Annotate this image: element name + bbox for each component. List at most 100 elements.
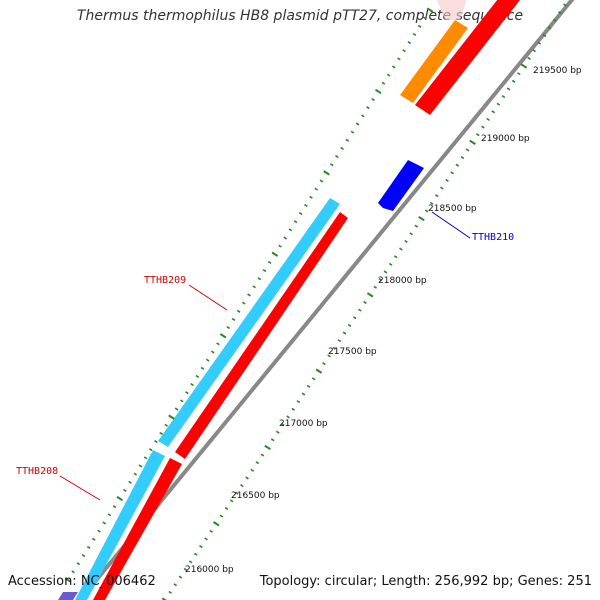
gene-feature-bar (437, 0, 467, 20)
minor-tick (386, 73, 391, 77)
minor-tick (123, 488, 127, 492)
minor-tick (404, 239, 408, 243)
minor-tick (327, 354, 331, 358)
gene-label-tthb210[interactable]: TTHB210 (472, 232, 514, 243)
minor-tick (267, 260, 272, 264)
gene-labels: TTHB208 TTHB209 TTHB210 (16, 211, 514, 501)
minor-tick (281, 423, 285, 427)
minor-tick (407, 41, 412, 45)
minor-tick (193, 552, 198, 556)
minor-tick (465, 148, 470, 152)
minor-tick (262, 269, 267, 273)
minor-tick (288, 228, 293, 232)
gene-leader-line (431, 211, 471, 239)
minor-tick (347, 323, 352, 327)
gene-label-tthb209[interactable]: TTHB209 (144, 275, 186, 286)
tick-label: 216000 bp (185, 565, 234, 575)
minor-tick (460, 156, 465, 160)
minor-tick (373, 285, 378, 289)
minor-tick (283, 236, 288, 240)
major-tick (323, 170, 330, 176)
gene-feature-bar[interactable] (75, 450, 165, 600)
minor-tick (378, 278, 383, 282)
minor-tick (133, 472, 138, 476)
major-tick (271, 251, 279, 257)
minor-tick (445, 178, 449, 182)
gene-leader-line (188, 284, 228, 311)
minor-tick (278, 244, 282, 248)
forward-cds-arrow[interactable] (415, 0, 520, 115)
minor-tick (337, 339, 342, 343)
partial-feature-bar (58, 592, 78, 600)
minor-tick (247, 293, 251, 297)
minor-tick (383, 270, 388, 274)
reverse-cds-arrow[interactable] (378, 160, 424, 211)
minor-tick (306, 384, 311, 388)
major-tick (426, 7, 434, 13)
minor-tick (342, 331, 347, 335)
minor-tick (168, 590, 172, 594)
minor-tick (414, 224, 419, 228)
minor-tick (92, 537, 96, 541)
minor-tick (226, 326, 231, 330)
minor-tick (496, 102, 501, 106)
major-tick (366, 292, 374, 298)
other-feature-bar[interactable] (400, 20, 468, 103)
tick-label: 217000 bp (279, 419, 328, 429)
gene-label-tthb208[interactable]: TTHB208 (16, 466, 58, 477)
minor-tick (388, 262, 393, 266)
minor-tick (205, 358, 210, 362)
minor-tick (429, 201, 434, 205)
minor-tick (257, 277, 262, 281)
minor-tick (309, 195, 313, 199)
minor-tick (329, 163, 334, 167)
minor-tick (260, 453, 265, 457)
minor-tick (174, 407, 179, 411)
minor-tick (481, 125, 485, 129)
minor-tick (143, 456, 148, 460)
minor-tick (224, 506, 229, 510)
forward-cds-arrow[interactable] (175, 212, 348, 459)
minor-tick (255, 461, 260, 465)
minor-tick (204, 537, 208, 541)
tick-label: 219000 bp (481, 134, 530, 144)
gene-feature-bar[interactable] (158, 198, 340, 447)
major-tick (315, 368, 323, 374)
minor-tick (210, 350, 215, 354)
minor-tick (412, 32, 417, 36)
minor-tick (537, 41, 542, 45)
minor-tick (563, 3, 567, 7)
minor-tick (552, 18, 557, 22)
minor-tick (199, 545, 203, 549)
minor-tick (219, 514, 224, 518)
minor-tick (542, 33, 547, 38)
minor-tick (491, 110, 496, 114)
minor-tick (397, 57, 401, 61)
tick-label: 218000 bp (378, 276, 427, 286)
tick-label: 217500 bp (328, 347, 377, 357)
major-tick (212, 521, 220, 527)
minor-tick (148, 448, 153, 452)
minor-tick (76, 562, 81, 566)
forward-cds-arrow[interactable] (93, 458, 182, 600)
major-tick (64, 577, 72, 583)
minor-tick (332, 346, 337, 350)
minor-tick (301, 392, 306, 396)
minor-tick (296, 400, 301, 404)
minor-tick (112, 505, 117, 509)
minor-tick (188, 560, 193, 564)
minor-tick (455, 163, 460, 167)
minor-tick (102, 521, 107, 525)
minor-tick (107, 513, 112, 517)
minor-tick (200, 366, 205, 370)
feature-track (58, 0, 520, 600)
minor-tick (291, 407, 296, 411)
minor-tick (81, 554, 86, 558)
minor-tick (128, 480, 132, 484)
minor-tick (164, 423, 169, 427)
minor-tick (240, 484, 244, 488)
minor-tick (319, 179, 324, 183)
minor-tick (424, 209, 429, 213)
accession-text: Accession: NC_006462 (8, 574, 156, 589)
